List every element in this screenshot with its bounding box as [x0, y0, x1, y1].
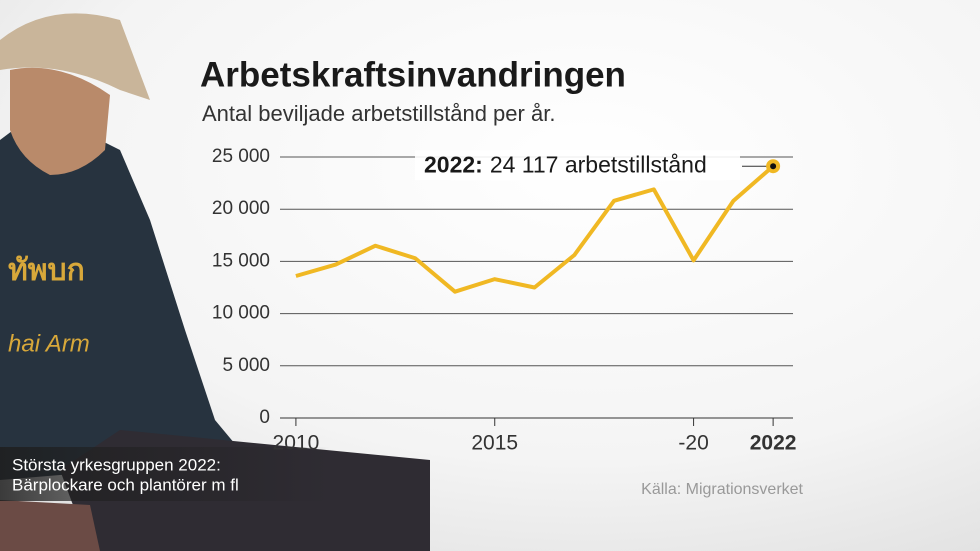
y-tick-label: 15 000 — [212, 250, 270, 271]
x-tick-label: -20 — [678, 432, 708, 455]
svg-text:hai Arm: hai Arm — [8, 330, 90, 357]
annotation-label: 2022: — [424, 151, 483, 177]
data-line — [295, 164, 775, 294]
x-tick-label: 2022 — [750, 432, 797, 455]
caption: Bärplockare och plantörer m fl — [12, 475, 239, 494]
source: Källa: Migrationsverket — [641, 481, 803, 498]
y-tick-label: 10 000 — [212, 303, 270, 324]
caption: Största yrkesgruppen 2022: — [12, 455, 221, 474]
x-tick-label: 2015 — [471, 432, 518, 455]
y-tick-label: 25 000 — [212, 146, 270, 167]
y-tick-label: 5 000 — [222, 355, 270, 376]
annotation-text: 24 117 arbetstillstånd — [490, 151, 707, 177]
chart-subtitle: Antal beviljade arbetstillstånd per år. — [202, 101, 555, 126]
svg-text:ทัพบก: ทัพบก — [8, 254, 85, 287]
chart-title: Arbetskraftsinvandringen — [200, 55, 626, 94]
y-tick-label: 0 — [259, 407, 270, 428]
x-tick-label: 2010 — [273, 432, 320, 455]
caption-box — [0, 447, 330, 501]
y-tick-label: 20 000 — [212, 198, 270, 219]
end-dot — [770, 163, 777, 170]
annotation-bg — [415, 150, 740, 181]
